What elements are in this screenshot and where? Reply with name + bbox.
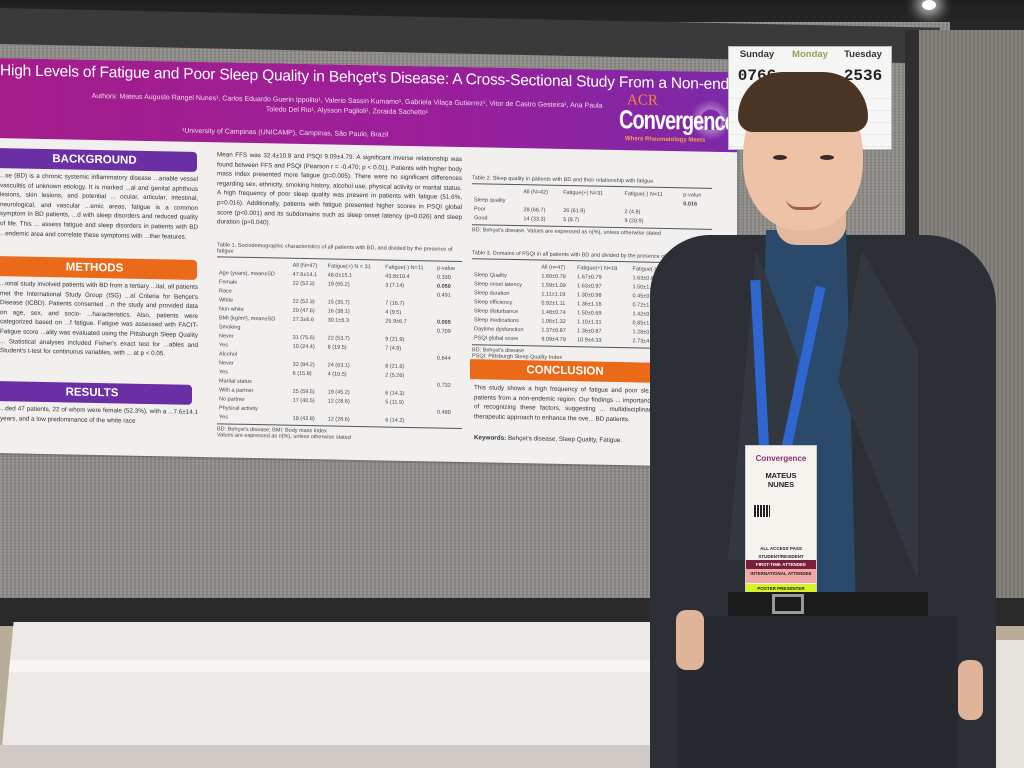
- eye-left: [773, 155, 787, 160]
- background-text: ...se (BD) is a chronic systemic inflamm…: [0, 172, 198, 241]
- table-skirt: [0, 745, 690, 768]
- background-heading: BACKGROUND: [0, 148, 197, 172]
- badge-name: MATEUS NUNES: [746, 471, 816, 489]
- keywords-label: Keywords:: [474, 434, 507, 442]
- badge-last-name: NUNES: [767, 480, 795, 489]
- methods-text: ...ional study involved patients with BD…: [0, 280, 198, 358]
- name-badge: Convergence MATEUS NUNES ALL ACCESS PASS…: [745, 445, 817, 597]
- conclusion-text: This study shows a high frequency of fat…: [474, 384, 654, 424]
- hand-right: [958, 660, 983, 720]
- research-poster: High Levels of Fatigue and Poor Sleep Qu…: [0, 58, 796, 468]
- hair: [738, 72, 868, 132]
- hand-left: [676, 610, 704, 670]
- conclusion-heading: CONCLUSION: [470, 359, 660, 383]
- table-1: Table 1. Sociodemographic characteristic…: [217, 242, 462, 443]
- poster-authors: Authors: Mateus Augusto Rangel Nunes¹, C…: [91, 92, 603, 117]
- keywords-value: Behçet's disease, Sleep Quality, Fatigue…: [507, 434, 623, 445]
- sign-day-sunday: Sunday: [739, 49, 775, 60]
- smile: [786, 198, 822, 210]
- badge-ribbon: FIRST-TIME ATTENDEE: [746, 560, 816, 569]
- keywords: Keywords: Behçet's disease, Sleep Qualit…: [474, 433, 674, 446]
- ceiling-light: [922, 0, 936, 10]
- white-table: [0, 622, 680, 768]
- sign-day-tuesday: Tuesday: [844, 49, 882, 60]
- results-continued-text: Mean FFS was 32.4±10.8 and PSQI 9.09±4.7…: [217, 151, 462, 227]
- badge-first-name: MATEUS: [765, 471, 797, 480]
- sign-day-monday: Monday: [792, 49, 828, 60]
- methods-heading: METHODS: [0, 256, 197, 280]
- poster-affiliation: ¹University of Campinas (UNICAMP), Campi…: [182, 127, 389, 139]
- qr-code-icon: [754, 505, 770, 517]
- table-edge: [0, 660, 680, 672]
- belt: [728, 592, 928, 616]
- results-heading: RESULTS: [0, 381, 192, 405]
- trousers: [678, 616, 958, 768]
- results-text: ...ded 47 patients, 22 of whom were fema…: [0, 405, 198, 425]
- presenter: Convergence MATEUS NUNES ALL ACCESS PASS…: [648, 70, 998, 768]
- eye-right: [820, 155, 834, 160]
- badge-ribbon: STUDENT/RESIDENT: [758, 554, 804, 559]
- badge-ribbon: POSTER PRESENTER: [746, 584, 816, 593]
- sign-number-tuesday: 2536: [843, 67, 883, 85]
- belt-buckle: [772, 594, 804, 614]
- badge-logo: Convergence: [755, 454, 807, 463]
- table-1-grid: All (N=47) Fatigue(+) N = 31 Fatigue(-) N=…: [217, 259, 462, 426]
- badge-pass-type: ALL ACCESS PASS: [760, 546, 802, 551]
- poster-header: High Levels of Fatigue and Poor Sleep Qu…: [0, 58, 796, 153]
- badge-ribbon: INTERNATIONAL ATTENDEE: [746, 569, 816, 583]
